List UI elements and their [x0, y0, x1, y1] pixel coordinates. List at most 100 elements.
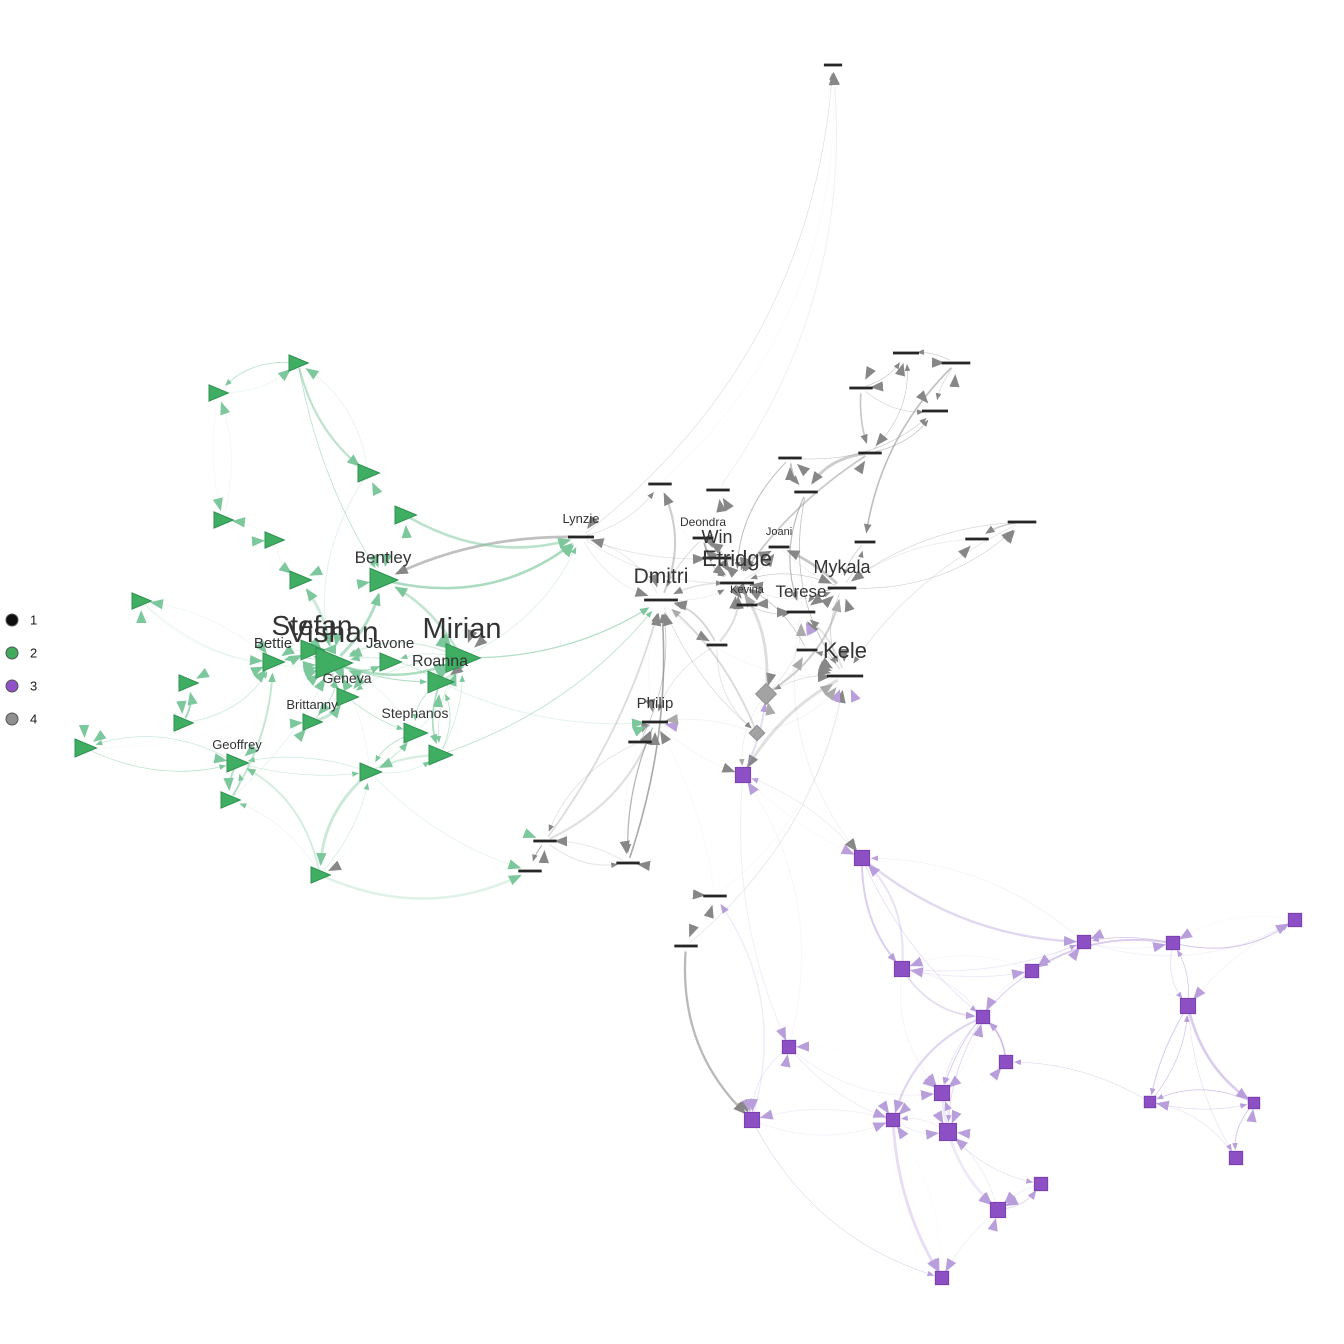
edge-d30-d28 — [554, 836, 624, 861]
edge-d32-d31 — [703, 904, 714, 919]
edge-d13-d19 — [583, 541, 649, 597]
edge-d32-p15 — [683, 951, 747, 1115]
edge-p20-p17 — [954, 1138, 998, 1206]
edge-p13-p11 — [1013, 1059, 1148, 1101]
node-square-p19 — [1033, 1176, 1049, 1192]
edge-g18-g10 — [188, 671, 268, 723]
node-square-p03 — [1076, 934, 1092, 950]
node-triangle-g13 — [379, 652, 403, 672]
edge-d18-d11 — [848, 530, 1014, 589]
node-label-d16: Etridge — [702, 546, 772, 571]
edge-p08-p18 — [1188, 1010, 1232, 1152]
node-dash-d20 — [736, 603, 758, 607]
node-dash-d19 — [644, 598, 678, 602]
edge-p06-p12 — [900, 973, 937, 1087]
edge-g07-g08 — [356, 579, 371, 590]
edge-p04-p08 — [1170, 946, 1183, 999]
node-label-d22: Kele — [823, 638, 867, 663]
edge-g21-g22 — [90, 750, 227, 772]
edge-p09-p12 — [942, 1019, 981, 1085]
edge-p10-p16 — [791, 1049, 887, 1118]
node-dash-d30 — [616, 861, 640, 865]
edge-p09-p16 — [893, 1017, 980, 1114]
edge-d04-d05 — [865, 391, 925, 415]
node-triangle-g07 — [289, 570, 313, 590]
node-triangle-g12 — [315, 646, 354, 680]
node-square-p14 — [1247, 1096, 1261, 1110]
edge-g01-g03 — [298, 367, 361, 467]
edge-d13-d16 — [585, 539, 724, 586]
node-triangle-g05 — [213, 511, 235, 529]
edge-p16-p17 — [896, 1121, 940, 1140]
node-triangle-g18 — [173, 714, 195, 732]
node-dash-d26 — [796, 648, 818, 652]
edge-p18-p13 — [1155, 1100, 1235, 1155]
edge-d02-d04 — [865, 365, 876, 380]
node-label-g16: Geneva — [322, 670, 371, 686]
edge-g25-g12 — [233, 679, 325, 797]
edge-g09-g12 — [144, 604, 317, 672]
edge-g03-g12 — [321, 477, 366, 647]
edge-p10-p01 — [747, 781, 802, 1044]
node-triangle-g09 — [131, 592, 153, 610]
node-label-g08: Bentley — [355, 548, 412, 567]
edge-d21-p02 — [793, 618, 858, 852]
legend-item-2: 2 — [5, 646, 37, 661]
node-dash-d28 — [533, 839, 557, 843]
edge-p20-p21 — [945, 1212, 995, 1272]
legend-dot-3 — [5, 679, 19, 693]
edge-d06-d02 — [873, 363, 911, 450]
node-triangle-g04 — [394, 505, 418, 525]
edge-g24-d28 — [522, 828, 537, 838]
node-dash-d32 — [674, 944, 698, 948]
edge-d08-d01 — [663, 72, 840, 481]
edge-p05-p03 — [1090, 928, 1105, 940]
node-triangle-g24 — [428, 744, 454, 766]
edge-d19-q2 — [663, 607, 752, 729]
edge-d11-d12 — [985, 522, 1016, 534]
edge-d05-d03 — [949, 374, 960, 388]
edge-d25-d23 — [657, 647, 713, 712]
edge-q1-d16 — [744, 593, 769, 690]
node-label-g13: Javone — [366, 635, 414, 652]
edge-g21-g12 — [306, 673, 320, 687]
edge-p20-p19 — [1002, 1190, 1037, 1210]
edge-g17-g12 — [303, 670, 318, 681]
edge-p07-p03 — [1036, 947, 1080, 972]
edge-g20-g12 — [348, 670, 412, 728]
edge-g26-g22 — [246, 768, 320, 870]
edge-g22-g21 — [95, 736, 232, 761]
node-square-p05 — [1287, 912, 1303, 928]
edge-g23-g22 — [247, 756, 365, 771]
node-square-p06 — [893, 960, 911, 978]
node-diamond-q1 — [754, 682, 778, 706]
edge-g26-g25 — [239, 803, 318, 871]
edge-d25-d19 — [674, 602, 716, 642]
edge-g23-g26 — [316, 774, 367, 866]
edge-p08-p13 — [1150, 1009, 1186, 1096]
edge-g09-g10 — [144, 604, 263, 666]
edge-g23-d29 — [373, 775, 522, 870]
edge-d32-d22 — [689, 690, 844, 943]
node-triangle-g26 — [310, 866, 332, 884]
node-square-p09 — [975, 1009, 991, 1025]
edge-p02-p01 — [751, 778, 859, 855]
edge-q1-p01 — [738, 697, 764, 767]
node-label-g14: Mirian — [423, 613, 502, 645]
legend-item-4: 4 — [5, 712, 37, 727]
edge-p01-p16 — [877, 1100, 890, 1115]
edge-d30-d31 — [692, 889, 706, 900]
edge-d04-d02 — [866, 362, 900, 387]
edge-g01-g02 — [225, 361, 293, 386]
edge-d18-d27 — [845, 550, 864, 583]
edge-g04-d13 — [409, 516, 572, 549]
edge-g19-g12 — [315, 680, 338, 719]
edge-g24-g15 — [442, 693, 451, 750]
node-square-p01 — [734, 766, 752, 784]
edge-p15-p21 — [753, 1124, 935, 1277]
node-dash-d14 — [692, 536, 714, 540]
node-triangle-g25 — [220, 791, 242, 809]
node-label-g11: Stefan — [272, 610, 353, 641]
edge-g24-g23 — [379, 754, 434, 769]
legend-label-3: 3 — [30, 679, 37, 694]
